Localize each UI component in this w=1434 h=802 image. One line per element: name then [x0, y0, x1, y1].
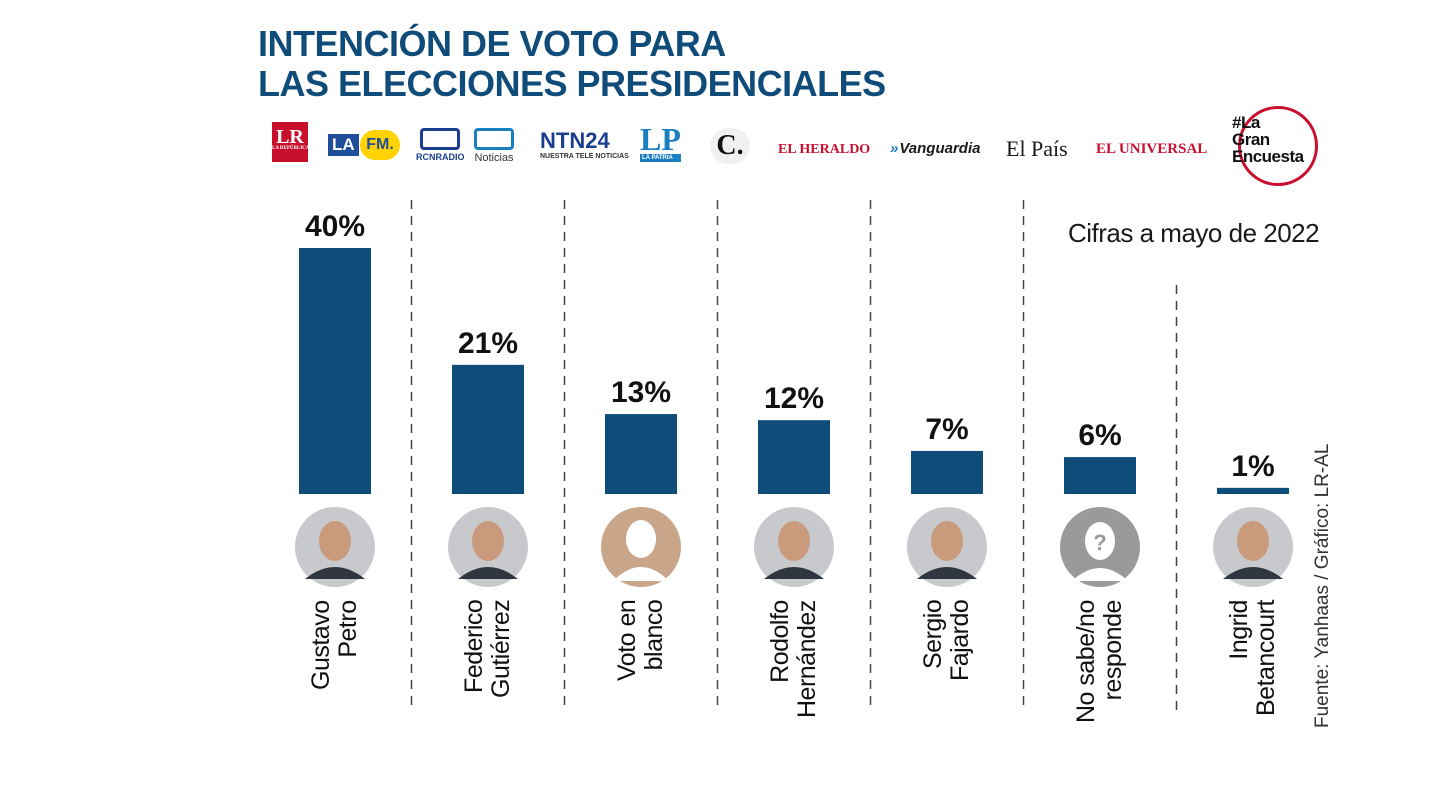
- bar-ingrid-betancourt: [1217, 487, 1289, 494]
- avatar-ingrid-betancourt: [1213, 507, 1293, 587]
- el-universal-logo: EL UNIVERSAL: [1096, 141, 1208, 157]
- la-fm-logo: LA FM.: [328, 130, 402, 160]
- value-label-gustavo-petro: 40%: [305, 210, 365, 243]
- value-label-ingrid-betancourt: 1%: [1231, 450, 1274, 483]
- el-pais-logo: El País: [1006, 136, 1068, 161]
- value-label-voto-en-blanco: 13%: [611, 376, 671, 409]
- bar-rodolfo-hernandez: [758, 420, 830, 494]
- candidate-label-sergio-fajardo: Sergio Fajardo: [919, 599, 974, 681]
- candidate-label-federico-gutierrez: Federico Gutiérrez: [460, 599, 515, 698]
- rcn-radio-logo: RCNRADIO: [416, 128, 465, 162]
- candidate-label-gustavo-petro: Gustavo Petro: [307, 600, 362, 690]
- media-logos: LR LA REPÚBLICA LA FM. RCNRADIO Noticias N…: [258, 104, 1338, 192]
- candidate-label-no-sabe-no-responde: No sabe/no responde: [1072, 600, 1127, 723]
- svg-text:?: ?: [1093, 530, 1106, 555]
- bar-federico-gutierrez: [452, 364, 524, 494]
- la-gran-encuesta-logo: #La Gran Encuesta: [1228, 104, 1324, 192]
- date-note: Cifras a mayo de 2022: [1068, 218, 1320, 248]
- chart-title: INTENCIÓN DE VOTO PARA LAS ELECCIONES PR…: [258, 24, 886, 104]
- candidate-label-voto-en-blanco: Voto en blanco: [613, 599, 668, 681]
- chart-title-line2: LAS ELECCIONES PRESIDENCIALES: [258, 63, 886, 104]
- avatar-federico-gutierrez: [448, 507, 528, 587]
- value-label-federico-gutierrez: 21%: [458, 327, 518, 360]
- ntn24-logo: NTN24 NUESTRA TELE NOTICIAS: [540, 128, 629, 161]
- vanguardia-logo: Vanguardia: [890, 140, 980, 157]
- bar-gustavo-petro: [299, 248, 371, 494]
- value-label-sergio-fajardo: 7%: [925, 413, 968, 446]
- la-republica-logo: LR LA REPÚBLICA: [272, 122, 309, 162]
- avatar-gustavo-petro: [295, 507, 375, 587]
- el-heraldo-logo: EL HERALDO: [778, 142, 871, 157]
- avatar-no-sabe-no-responde: ?: [1060, 507, 1140, 587]
- avatar-rodolfo-hernandez: [754, 507, 834, 587]
- chart-title-line1: INTENCIÓN DE VOTO PARA: [258, 23, 726, 64]
- value-label-rodolfo-hernandez: 12%: [764, 382, 824, 415]
- el-colombiano-logo: C.: [710, 128, 750, 164]
- bar-sergio-fajardo: [911, 450, 983, 494]
- bar-voto-en-blanco: [605, 414, 677, 494]
- la-patria-logo: LP LA PATRIA: [640, 121, 681, 162]
- candidate-label-rodolfo-hernandez: Rodolfo Hernández: [766, 600, 821, 718]
- avatar-voto-en-blanco: [601, 507, 681, 587]
- avatar-sergio-fajardo: [907, 507, 987, 587]
- candidate-label-ingrid-betancourt: Ingrid Betancourt: [1225, 600, 1280, 716]
- value-label-no-sabe-no-responde: 6%: [1078, 419, 1121, 452]
- bar-no-sabe-no-responde: [1064, 457, 1136, 494]
- rcn-noticias-logo: Noticias: [474, 128, 514, 164]
